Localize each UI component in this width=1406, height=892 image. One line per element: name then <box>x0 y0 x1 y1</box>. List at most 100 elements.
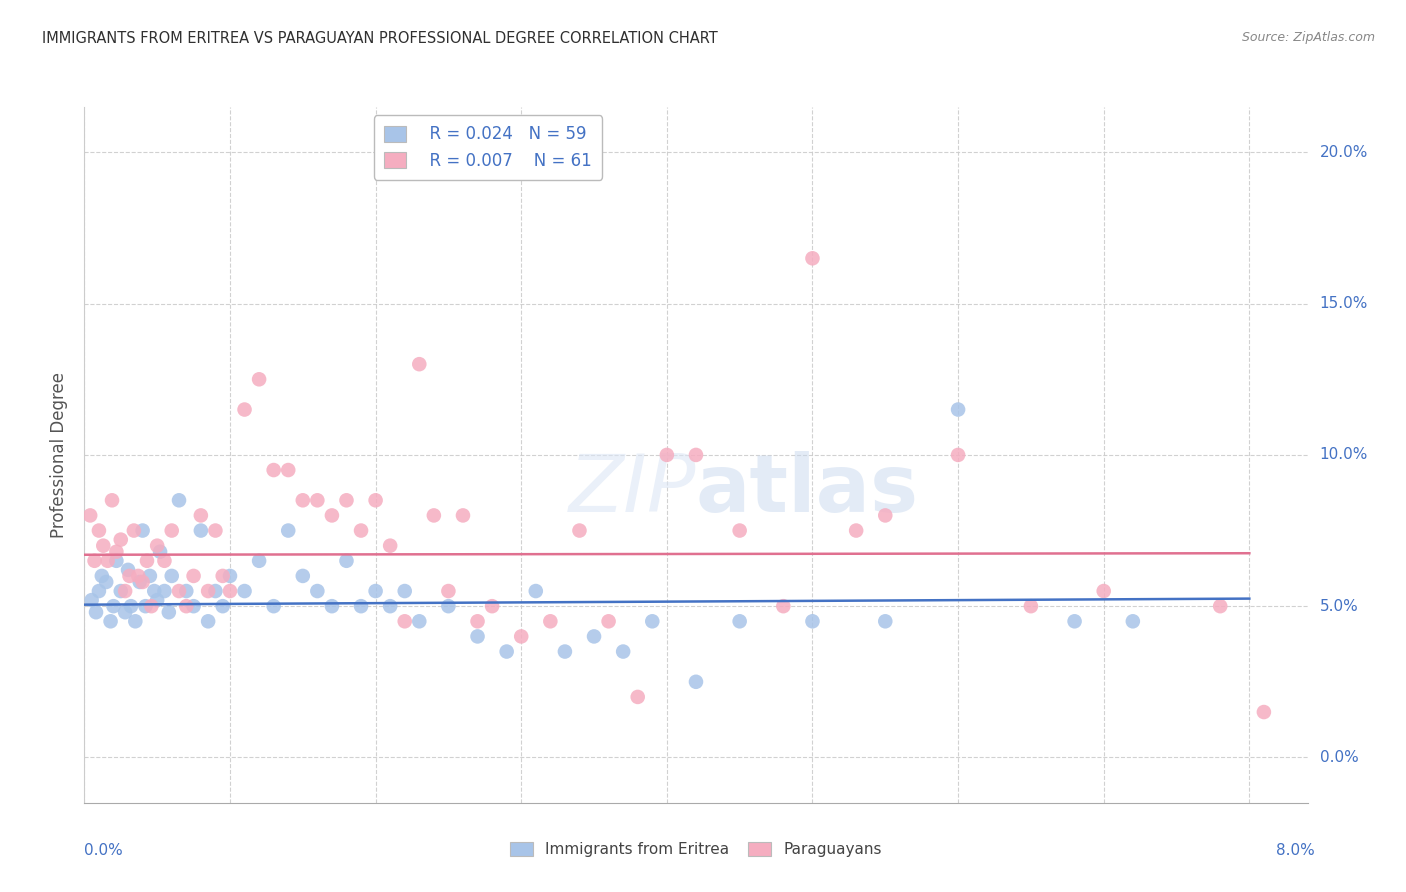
Point <box>685 448 707 462</box>
Point <box>1253 705 1275 719</box>
Legend: Immigrants from Eritrea, Paraguayans: Immigrants from Eritrea, Paraguayans <box>503 834 889 864</box>
Point <box>408 357 430 371</box>
Point <box>728 615 751 629</box>
Point <box>307 493 329 508</box>
Point <box>128 574 150 589</box>
Point <box>174 599 197 614</box>
Point <box>875 508 897 523</box>
Point <box>90 569 112 583</box>
Point <box>233 584 256 599</box>
Point <box>451 508 474 523</box>
Point <box>627 690 650 704</box>
Point <box>84 605 107 619</box>
Point <box>79 508 101 523</box>
Point <box>350 599 373 614</box>
Point <box>655 448 678 462</box>
Point <box>364 493 387 508</box>
Point <box>91 539 114 553</box>
Point <box>598 615 620 629</box>
Point <box>277 463 299 477</box>
Point <box>321 508 343 523</box>
Point <box>1019 599 1042 614</box>
Point <box>247 372 270 386</box>
Point <box>408 615 430 629</box>
Point <box>495 644 517 658</box>
Point <box>197 584 219 599</box>
Point <box>335 554 357 568</box>
Point <box>641 615 664 629</box>
Point <box>204 584 226 599</box>
Point <box>83 554 105 568</box>
Text: 8.0%: 8.0% <box>1275 843 1315 858</box>
Text: 15.0%: 15.0% <box>1320 296 1368 311</box>
Point <box>127 569 149 583</box>
Point <box>124 615 146 629</box>
Point <box>219 569 242 583</box>
Point <box>160 524 183 538</box>
Point <box>946 402 969 417</box>
Point <box>291 493 314 508</box>
Point <box>554 644 576 658</box>
Text: 5.0%: 5.0% <box>1320 599 1358 614</box>
Point <box>801 615 824 629</box>
Point <box>105 545 128 559</box>
Point <box>524 584 547 599</box>
Point <box>114 605 136 619</box>
Point <box>335 493 357 508</box>
Text: IMMIGRANTS FROM ERITREA VS PARAGUAYAN PROFESSIONAL DEGREE CORRELATION CHART: IMMIGRANTS FROM ERITREA VS PARAGUAYAN PR… <box>42 31 718 46</box>
Point <box>146 593 169 607</box>
Point <box>160 569 183 583</box>
Point <box>772 599 794 614</box>
Text: atlas: atlas <box>696 450 920 529</box>
Point <box>190 508 212 523</box>
Point <box>1063 615 1085 629</box>
Point <box>105 554 128 568</box>
Point <box>582 629 605 643</box>
Text: 0.0%: 0.0% <box>84 843 124 858</box>
Point <box>204 524 226 538</box>
Point <box>143 584 166 599</box>
Point <box>1122 615 1144 629</box>
Point <box>211 599 233 614</box>
Point <box>100 615 122 629</box>
Point <box>380 599 402 614</box>
Text: ZIP: ZIP <box>568 450 696 529</box>
Point <box>122 524 145 538</box>
Point <box>110 584 132 599</box>
Point <box>211 569 233 583</box>
Point <box>394 615 416 629</box>
Point <box>467 629 489 643</box>
Point <box>219 584 242 599</box>
Point <box>197 615 219 629</box>
Point <box>149 545 172 559</box>
Point <box>467 615 489 629</box>
Point <box>131 574 153 589</box>
Point <box>139 569 162 583</box>
Point <box>307 584 329 599</box>
Point <box>190 524 212 538</box>
Point <box>110 533 132 547</box>
Point <box>80 593 103 607</box>
Point <box>291 569 314 583</box>
Point <box>481 599 503 614</box>
Point <box>728 524 751 538</box>
Point <box>233 402 256 417</box>
Point <box>97 554 120 568</box>
Point <box>350 524 373 538</box>
Point <box>183 599 205 614</box>
Point <box>183 569 205 583</box>
Point <box>114 584 136 599</box>
Point <box>87 584 110 599</box>
Y-axis label: Professional Degree: Professional Degree <box>51 372 69 538</box>
Point <box>141 599 163 614</box>
Point <box>174 584 197 599</box>
Point <box>801 252 824 266</box>
Point <box>263 599 285 614</box>
Text: 20.0%: 20.0% <box>1320 145 1368 160</box>
Point <box>135 599 156 614</box>
Text: Source: ZipAtlas.com: Source: ZipAtlas.com <box>1241 31 1375 45</box>
Point <box>568 524 591 538</box>
Point <box>321 599 343 614</box>
Point <box>875 615 897 629</box>
Text: 10.0%: 10.0% <box>1320 448 1368 462</box>
